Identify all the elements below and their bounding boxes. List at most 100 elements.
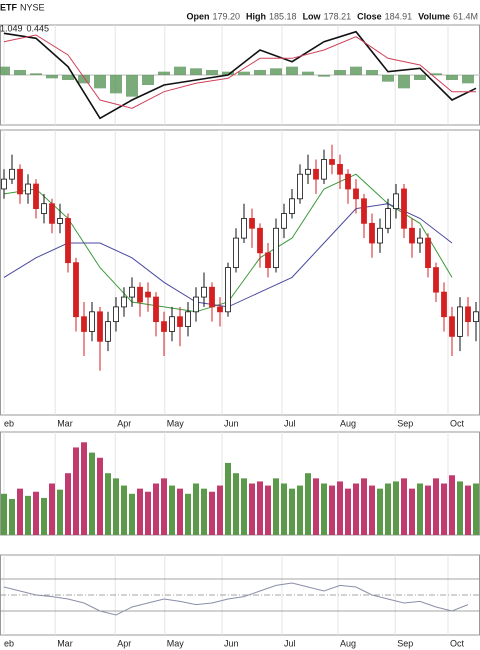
candle-body — [41, 203, 47, 214]
candle-body — [337, 163, 343, 175]
volume-bar — [369, 485, 375, 535]
macd-histogram-bar — [30, 73, 42, 75]
candle-body — [49, 203, 55, 224]
x-tick-label: Jun — [224, 638, 239, 648]
volume-bar — [273, 478, 279, 535]
volume-bar — [161, 478, 167, 535]
volume-bar — [177, 488, 183, 535]
candle-body — [97, 311, 103, 342]
macd-histogram-bar — [270, 68, 282, 75]
candle-body — [345, 173, 351, 190]
candle-body — [401, 188, 407, 229]
volume-bar — [81, 442, 87, 535]
candle-body — [369, 222, 375, 244]
volume-bar — [65, 473, 71, 535]
volume-bar — [289, 488, 295, 535]
candle-body — [217, 306, 223, 313]
volume-bar — [297, 485, 303, 535]
volume-bar — [465, 485, 471, 535]
candle-body — [201, 286, 207, 298]
candle-body — [225, 267, 231, 313]
candle-body — [153, 296, 159, 323]
volume-bar — [305, 473, 311, 535]
macd-histogram-bar — [286, 66, 298, 75]
volume-bar — [89, 452, 95, 535]
candle-body — [105, 321, 111, 342]
candle-body — [185, 311, 191, 327]
macd-histogram-bar — [462, 75, 474, 84]
candle-body — [57, 218, 63, 224]
candle-body — [137, 286, 143, 303]
volume-bar — [25, 495, 31, 535]
candle-body — [161, 321, 167, 332]
volume-bar — [417, 483, 423, 535]
macd-histogram-bar — [126, 75, 138, 97]
volume-bar — [97, 457, 103, 535]
macd-histogram-bar — [254, 70, 266, 75]
volume-bar — [281, 483, 287, 535]
candle-body — [169, 316, 175, 332]
macd-histogram-bar — [142, 75, 154, 85]
volume-bar — [257, 481, 263, 535]
volume-bar — [49, 483, 55, 535]
x-tick-label: May — [167, 638, 185, 648]
header-value: 178.21 — [324, 11, 352, 21]
x-tick-label: Jun — [224, 418, 239, 428]
x-tick-label: Apr — [117, 418, 131, 428]
macd-line — [3, 30, 477, 120]
candle-body — [329, 159, 335, 165]
candle-body — [297, 173, 303, 200]
panel-frame — [0, 431, 480, 536]
volume-bar — [129, 493, 135, 535]
volume-bar — [377, 488, 383, 535]
macd-histogram-bar — [334, 70, 346, 75]
candle-body — [321, 159, 327, 180]
x-tick-label: May — [167, 418, 185, 428]
macd-histogram-bar — [414, 75, 426, 80]
volume-bar — [225, 462, 231, 535]
x-tick-label: Aug — [340, 638, 356, 648]
header-label: High — [246, 11, 266, 21]
header-value: 179.20 — [213, 11, 241, 21]
macd-histogram-bar — [382, 75, 394, 82]
macd-histogram-bar — [14, 70, 26, 75]
header-value: 61.4M — [453, 11, 478, 21]
x-tick-label: eb — [4, 638, 14, 648]
x-tick-label: Mar — [57, 418, 73, 428]
candle-body — [121, 296, 127, 308]
candle-body — [241, 218, 247, 239]
candle-body — [113, 306, 119, 323]
header-label: Volume — [418, 11, 450, 21]
x-tick-label: Sep — [397, 638, 413, 648]
candle-body — [65, 218, 71, 264]
candle-body — [177, 316, 183, 327]
volume-bar — [17, 488, 23, 535]
macd-histogram-bar — [238, 71, 250, 75]
exchange: NYSE — [20, 2, 45, 12]
candle-body — [9, 168, 15, 180]
macd-histogram-bar — [94, 75, 106, 89]
volume-bar — [217, 485, 223, 535]
candle-body — [257, 227, 263, 254]
macd-histogram-bar — [318, 75, 330, 77]
volume-bar — [33, 491, 39, 535]
volume-bar — [121, 485, 127, 535]
x-tick-label: Jul — [284, 418, 296, 428]
volume-bar — [457, 481, 463, 535]
macd-histogram-bar — [222, 71, 234, 75]
candle-body — [273, 227, 279, 268]
candle-body — [313, 168, 319, 180]
header-label: Open — [186, 11, 209, 21]
volume-bar — [233, 473, 239, 535]
volume-bar — [353, 483, 359, 535]
volume-bar — [313, 478, 319, 535]
volume-bar — [345, 488, 351, 535]
macd-histogram-bar — [158, 71, 170, 75]
candle-body — [449, 316, 455, 337]
candle-body — [425, 237, 431, 268]
candle-body — [265, 252, 271, 268]
macd-line — [3, 34, 476, 109]
indicator-line — [3, 582, 469, 616]
volume-bar — [153, 483, 159, 535]
